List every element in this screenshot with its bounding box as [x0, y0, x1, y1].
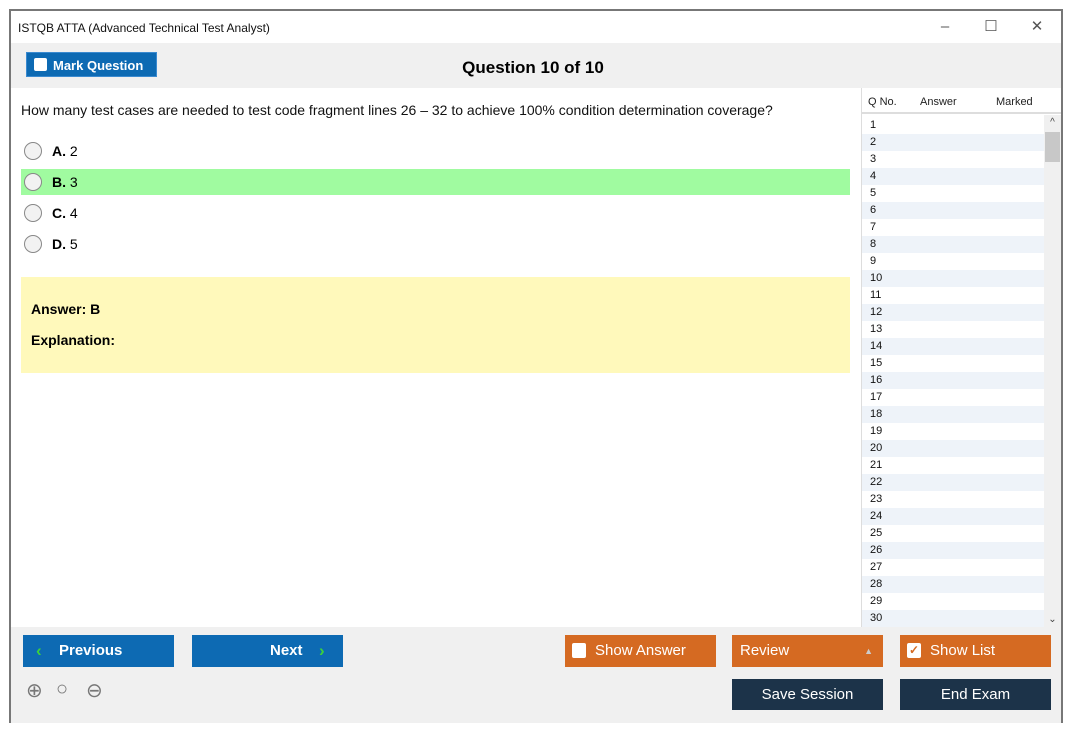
zoom-in-icon[interactable]: ⊕ — [26, 680, 43, 702]
list-row[interactable]: 22 — [862, 474, 1044, 491]
next-button[interactable]: Next › — [192, 635, 343, 667]
scrollbar[interactable]: ^ ⌄ — [1044, 115, 1061, 627]
option-label: D. 5 — [52, 236, 78, 252]
checkbox-checked-icon: ✓ — [907, 643, 921, 658]
mark-question-button[interactable]: Mark Question — [26, 52, 157, 77]
list-row[interactable]: 10 — [862, 270, 1044, 287]
list-row[interactable]: 1 — [870, 119, 877, 131]
question-text: How many test cases are needed to test c… — [21, 102, 773, 118]
scroll-thumb[interactable] — [1045, 132, 1060, 162]
list-row[interactable]: 24 — [862, 508, 1044, 525]
list-row[interactable]: 16 — [862, 372, 1044, 389]
list-row[interactable]: 17 — [870, 391, 883, 403]
title-bar: ISTQB ATTA (Advanced Technical Test Anal… — [11, 11, 1061, 43]
question-title: Question 10 of 10 — [462, 58, 604, 77]
close-button[interactable]: ✕ — [1030, 18, 1044, 35]
list-row[interactable]: 4 — [862, 168, 1044, 185]
scroll-up-icon[interactable]: ^ — [1050, 117, 1055, 128]
option-label: C. 4 — [52, 205, 78, 221]
list-row[interactable]: 11 — [870, 289, 882, 301]
mark-question-label: Mark Question — [53, 58, 144, 73]
toolbar: Mark Question Question 10 of 10 — [11, 43, 1061, 88]
list-row[interactable]: 15 — [870, 357, 883, 369]
list-row[interactable]: 12 — [862, 304, 1044, 321]
list-row[interactable]: 23 — [870, 493, 883, 505]
list-row[interactable]: 8 — [862, 236, 1044, 253]
previous-label: Previous — [59, 642, 123, 659]
list-row[interactable]: 26 — [862, 542, 1044, 559]
list-row[interactable]: 30 — [862, 610, 1044, 627]
list-row[interactable]: 6 — [862, 202, 1044, 219]
checkbox-icon — [572, 643, 586, 658]
end-exam-button[interactable]: End Exam — [900, 679, 1051, 710]
maximize-button[interactable]: ☐ — [984, 18, 998, 35]
list-row[interactable]: 29 — [870, 595, 883, 607]
question-panel: How many test cases are needed to test c… — [11, 88, 861, 627]
review-dropdown[interactable]: Review ▲ — [732, 635, 883, 667]
list-row[interactable]: 28 — [862, 576, 1044, 593]
list-row[interactable]: 2 — [862, 134, 1044, 151]
list-row[interactable]: 13 — [870, 323, 883, 335]
checkbox-icon — [34, 58, 47, 71]
answer-label: Answer: B — [31, 301, 101, 317]
list-row[interactable]: 27 — [870, 561, 883, 573]
list-row[interactable]: 3 — [870, 153, 877, 165]
list-row[interactable]: 9 — [870, 255, 877, 267]
option-a[interactable]: A. 2 — [21, 138, 850, 164]
option-label: A. 2 — [52, 143, 78, 159]
bottom-bar: ‹ Previous Next › Show Answer Review ▲ ✓… — [11, 627, 1061, 723]
list-row[interactable]: 21 — [870, 459, 883, 471]
next-label: Next — [270, 642, 303, 659]
review-label: Review — [740, 642, 790, 659]
minimize-button[interactable]: – — [940, 18, 950, 35]
zoom-out-icon[interactable]: ⊖ — [86, 680, 103, 702]
list-row[interactable]: 19 — [870, 425, 883, 437]
option-c[interactable]: C. 4 — [21, 200, 850, 226]
header-qno[interactable]: Q No. — [868, 96, 897, 108]
chevron-left-icon: ‹ — [36, 641, 42, 660]
chevron-right-icon: › — [319, 641, 325, 660]
option-label: B. 3 — [52, 174, 78, 190]
show-list-button[interactable]: ✓ Show List — [900, 635, 1051, 667]
scroll-down-icon[interactable]: ⌄ — [1048, 614, 1057, 625]
show-answer-button[interactable]: Show Answer — [565, 635, 716, 667]
list-row[interactable]: 14 — [862, 338, 1044, 355]
header-marked[interactable]: Marked — [996, 96, 1033, 108]
list-row[interactable]: 18 — [862, 406, 1044, 423]
window-title: ISTQB ATTA (Advanced Technical Test Anal… — [18, 21, 270, 35]
question-list: Q No. Answer Marked 1 2 3 4 5 6 7 8 9 10 11 12 13 14 1… — [861, 88, 1061, 627]
list-row[interactable]: 25 — [870, 527, 883, 539]
option-d[interactable]: D. 5 — [21, 231, 850, 257]
list-row[interactable]: 20 — [862, 440, 1044, 457]
answer-box: Answer: B Explanation: — [21, 277, 850, 373]
header-answer[interactable]: Answer — [920, 96, 957, 108]
list-row[interactable]: 5 — [870, 187, 877, 199]
radio-button[interactable] — [24, 142, 42, 160]
radio-button[interactable] — [24, 204, 42, 222]
previous-button[interactable]: ‹ Previous — [23, 635, 174, 667]
triangle-up-icon: ▲ — [864, 646, 873, 656]
show-answer-label: Show Answer — [595, 642, 686, 659]
radio-button[interactable] — [24, 235, 42, 253]
radio-button[interactable] — [24, 173, 42, 191]
zoom-reset-icon[interactable]: ○ — [56, 678, 69, 700]
show-list-label: Show List — [930, 642, 996, 659]
list-row[interactable]: 7 — [870, 221, 877, 233]
option-b[interactable]: B. 3 — [21, 169, 850, 195]
list-header: Q No. Answer Marked — [862, 88, 1061, 114]
explanation-label: Explanation: — [31, 332, 116, 348]
app-window: ISTQB ATTA (Advanced Technical Test Anal… — [9, 9, 1063, 723]
save-session-button[interactable]: Save Session — [732, 679, 883, 710]
